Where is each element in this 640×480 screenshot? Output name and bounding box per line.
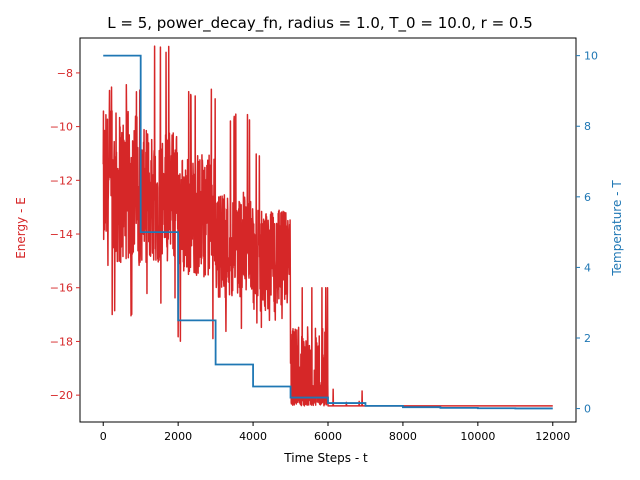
energy-series-line [102, 45, 554, 407]
y-right-tick-label: 6 [584, 191, 591, 204]
temperature-series-line [103, 54, 553, 410]
y-left-tick-label: −8 [57, 67, 73, 80]
plot-area: 0 2000 4000 6000 8000 10000 12000 −20 −18 −16 −14 −… [50, 37, 598, 443]
x-tick-label: 10000 [460, 430, 495, 443]
y-left-tick-label: −12 [50, 174, 73, 187]
y-left-tick-label: −14 [50, 228, 73, 241]
x-tick-label: 8000 [389, 430, 417, 443]
chart-title: L = 5, power_decay_fn, radius = 1.0, T_0… [107, 14, 533, 33]
y-left-tick-label: −10 [50, 121, 73, 134]
y-axis-left-label: Energy - E [14, 197, 28, 259]
y-right-tick-label: 2 [584, 332, 591, 345]
y-left-tick-label: −16 [50, 282, 73, 295]
x-tick-label: 6000 [314, 430, 342, 443]
x-axis-label: Time Steps - t [283, 451, 368, 465]
x-tick-label: 0 [100, 430, 107, 443]
y-left-tick-label: −18 [50, 335, 73, 348]
x-tick-label: 2000 [164, 430, 192, 443]
y-right-tick-label: 8 [584, 120, 591, 133]
x-tick-label: 4000 [239, 430, 267, 443]
y-right-tick-label: 4 [584, 261, 591, 274]
x-tick-label: 12000 [535, 430, 570, 443]
y-right-tick-label: 10 [584, 50, 598, 63]
y-axis-right-label: Temperature - T [610, 180, 624, 277]
y-left-tick-label: −20 [50, 389, 73, 402]
y-right-tick-label: 0 [584, 403, 591, 416]
